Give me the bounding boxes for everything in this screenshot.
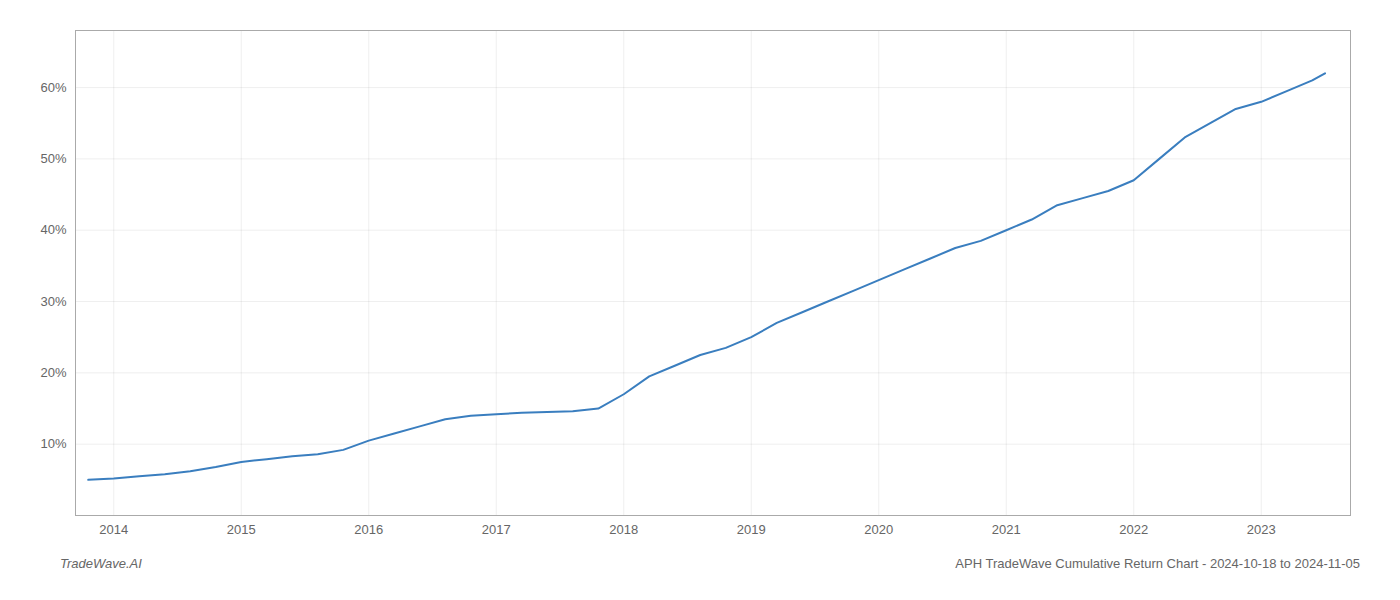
svg-text:2016: 2016 bbox=[354, 522, 383, 537]
html-text:APH TradeWave Cumulative Retur: APH TradeWave Cumulative Return Chart - … bbox=[955, 556, 1360, 571]
svg-text:60%: 60% bbox=[40, 80, 66, 95]
svg-text:2022: 2022 bbox=[1119, 522, 1148, 537]
svg-text:50%: 50% bbox=[40, 151, 66, 166]
svg-text:20%: 20% bbox=[40, 365, 66, 380]
svg-text:10%: 10% bbox=[40, 436, 66, 451]
svg-text:2019: 2019 bbox=[737, 522, 766, 537]
svg-text:2015: 2015 bbox=[227, 522, 256, 537]
svg-text:2017: 2017 bbox=[482, 522, 511, 537]
svg-text:30%: 30% bbox=[40, 294, 66, 309]
svg-text:2014: 2014 bbox=[99, 522, 128, 537]
html-text:TradeWave.AI: TradeWave.AI bbox=[60, 556, 142, 571]
svg-text:2020: 2020 bbox=[864, 522, 893, 537]
svg-text:2018: 2018 bbox=[609, 522, 638, 537]
svg-text:2021: 2021 bbox=[992, 522, 1021, 537]
svg-text:2023: 2023 bbox=[1247, 522, 1276, 537]
svg-text:40%: 40% bbox=[40, 222, 66, 237]
